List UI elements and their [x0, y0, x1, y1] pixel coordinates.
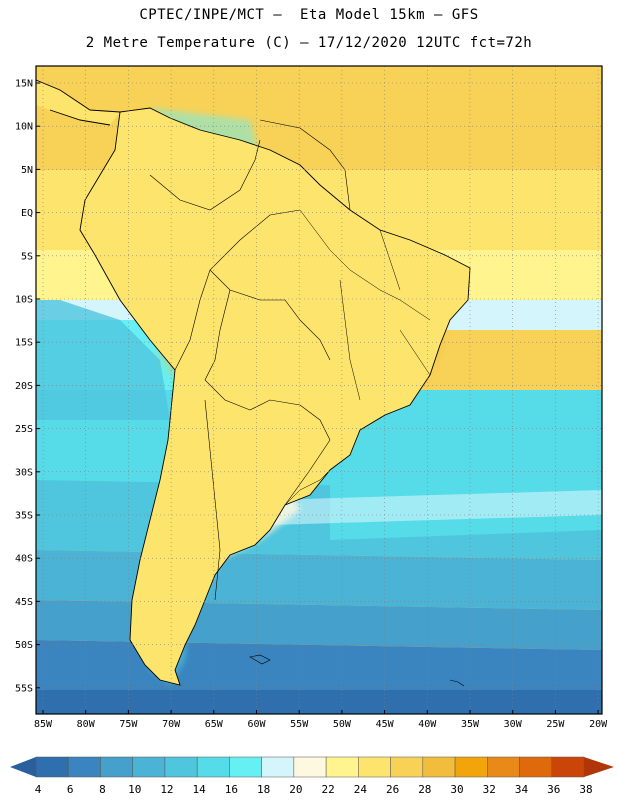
graticule [36, 66, 602, 714]
south-georgia [449, 679, 465, 687]
colorbar-label: 34 [515, 783, 529, 796]
ocean-band-4 [36, 690, 602, 714]
colorbar-label: 30 [450, 783, 463, 796]
lat-tick-label: 15S [15, 338, 33, 349]
map-frame [35, 65, 603, 715]
colorbar-cell [390, 756, 424, 778]
lat-tick-label: 5S [21, 251, 33, 262]
lat-tick-label: 50S [15, 640, 33, 651]
colorbar-cell [325, 756, 359, 778]
colorbar-cell [358, 756, 391, 778]
state-border-4 [399, 329, 431, 376]
colorbar-label: 12 [160, 783, 173, 796]
lat-tick-label: 5N [21, 165, 33, 176]
colorbar-label: 10 [128, 783, 141, 796]
colorbar-cell [100, 756, 133, 778]
lat-tick-label: 15N [15, 79, 33, 90]
falklands [249, 654, 271, 665]
central-america-coast [36, 79, 121, 113]
colorbar-label: 8 [99, 783, 106, 796]
colorbar-label: 20 [289, 783, 302, 796]
lon-tick-label: 70W [162, 719, 181, 730]
colorbar-label: 32 [483, 783, 496, 796]
lon-tick-label: 55W [290, 719, 309, 730]
border-paraguay [249, 399, 331, 441]
atlantic-mixing [270, 490, 602, 525]
lon-tick-label: 80W [77, 719, 96, 730]
border-colombia-venezuela [149, 139, 261, 211]
colorbar-under-arrow [10, 757, 36, 777]
lat-tick-label: 25S [15, 424, 33, 435]
colorbar-label: 28 [418, 783, 431, 796]
lon-tick-label: 35W [461, 719, 480, 730]
lat-tick-label: 10S [15, 295, 33, 306]
colorbar-label: 36 [547, 783, 560, 796]
border-uruguay [284, 439, 331, 506]
colorbar-label: 24 [354, 783, 368, 796]
lat-tick-label: 30S [15, 467, 33, 478]
guiana-coast [259, 119, 351, 211]
colorbar-labels: 4 6 8 10 12 14 16 18 20 22 24 26 28 30 32 34 36 38 [35, 783, 593, 796]
lon-tick-label: 30W [504, 719, 523, 730]
border-chile-argentina [204, 399, 221, 601]
central-america-coast-south [49, 109, 111, 126]
colorbar-cells [35, 756, 585, 778]
colorbar-label: 26 [386, 783, 399, 796]
lon-tick-label: 45W [376, 719, 395, 730]
colorbar-cell [487, 756, 520, 778]
colorbar-label: 4 [35, 783, 42, 796]
colorbar-cell [454, 756, 488, 778]
chart-title-line2: 2 Metre Temperature (C) – 17/12/2020 12U… [85, 35, 533, 51]
lat-tick-label: 35S [15, 511, 33, 522]
colorbar-cell [196, 756, 230, 778]
state-border-3 [379, 229, 401, 291]
lat-tick-label: 45S [15, 597, 33, 608]
latitude-axis: 15N 10N 5N EQ 5S 10S 15S 20S 25S 30S 35S 40S 45S 50S 5… [15, 79, 40, 694]
lon-tick-label: 85W [34, 719, 53, 730]
colorbar-cell [551, 756, 585, 778]
lon-tick-label: 20W [589, 719, 608, 730]
colorbar-label: 18 [257, 783, 270, 796]
colorbar-cell [132, 756, 166, 778]
colorbar-label: 38 [579, 783, 592, 796]
lon-tick-label: 75W [119, 719, 138, 730]
colorbar-cell [293, 756, 327, 778]
lat-tick-label: 10N [15, 122, 33, 133]
longitude-axis: 85W 80W 75W 70W 65W 60W 55W 50W 45W 40W 35W 30W 25W 2… [34, 710, 608, 730]
state-border-1 [299, 209, 431, 321]
colorbar-cell [67, 756, 101, 778]
pacific-cool-strip [36, 300, 170, 420]
lon-tick-label: 40W [418, 719, 437, 730]
colorbar-label: 14 [193, 783, 207, 796]
lat-tick-label: 20S [15, 381, 33, 392]
colorbar-cell [229, 756, 262, 778]
lat-tick-label: EQ [21, 208, 33, 219]
colorbar-cell [35, 756, 69, 778]
boundaries [36, 79, 471, 687]
border-rio-plata [284, 469, 331, 506]
lon-tick-label: 60W [247, 719, 266, 730]
colorbar-cell [261, 756, 295, 778]
colorbar-label: 22 [321, 783, 334, 796]
colorbar-cell [519, 756, 553, 778]
lon-tick-label: 50W [333, 719, 352, 730]
colorbar-cell [422, 756, 456, 778]
lat-tick-label: 55S [15, 683, 33, 694]
colorbar-cell [164, 756, 198, 778]
colorbar-label: 16 [225, 783, 238, 796]
lon-tick-label: 25W [546, 719, 565, 730]
chart-title-line1: CPTEC/INPE/MCT – Eta Model 15km – GFS [139, 7, 479, 23]
border-bolivia-south [204, 289, 251, 411]
lat-tick-label: 40S [15, 554, 33, 565]
state-border-2 [339, 279, 361, 401]
colorbar-over-arrow [584, 757, 614, 777]
colorbar-label: 6 [67, 783, 74, 796]
lon-tick-label: 65W [205, 719, 224, 730]
